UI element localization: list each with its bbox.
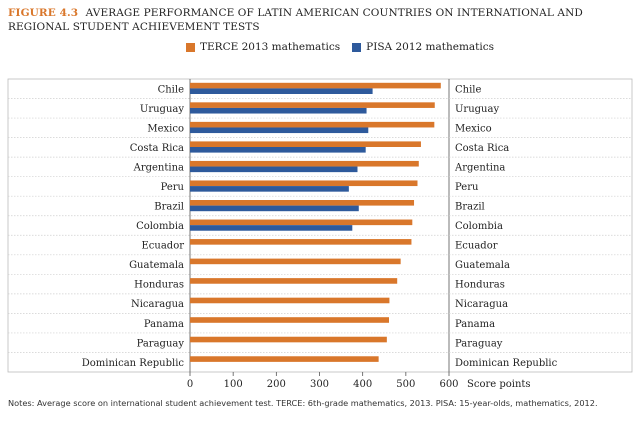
legend-label-pisa: PISA 2012 mathematics [366, 41, 495, 53]
category-label-left: Mexico [147, 123, 184, 134]
bar-terce-guatemala [190, 258, 401, 265]
bar-terce-mexico [190, 121, 435, 128]
bar-pisa-colombia [190, 225, 353, 231]
x-axis-label: Score points [467, 379, 531, 390]
bar-terce-chile [190, 82, 441, 89]
category-label-right: Colombia [455, 221, 503, 232]
category-label-left: Uruguay [140, 104, 184, 115]
bar-pisa-brazil [190, 205, 359, 212]
category-label-left: Paraguay [137, 338, 185, 349]
bar-terce-costa-rica [190, 141, 421, 147]
figure-title: AVERAGE PERFORMANCE OF LATIN AMERICAN CO… [8, 7, 583, 33]
category-label-right: Uruguay [455, 104, 499, 115]
bar-terce-panama [190, 317, 389, 323]
category-label-right: Guatemala [455, 260, 510, 271]
x-tick-label: 100 [224, 379, 243, 390]
category-label-left: Dominican Republic [82, 358, 185, 369]
bar-pisa-argentina [190, 166, 358, 173]
category-label-left: Ecuador [141, 241, 184, 252]
x-tick-label: 200 [267, 379, 286, 390]
x-tick-label: 400 [353, 379, 372, 390]
bar-pisa-chile [190, 88, 373, 94]
category-label-right: Honduras [455, 280, 505, 291]
category-label-left: Peru [161, 182, 185, 193]
category-label-right: Dominican Republic [455, 358, 558, 369]
bar-terce-honduras [190, 278, 398, 284]
bar-terce-nicaragua [190, 297, 390, 304]
category-label-right: Nicaragua [455, 299, 508, 310]
x-tick-label: 600 [439, 379, 458, 390]
bar-pisa-costa-rica [190, 147, 366, 153]
bar-terce-peru [190, 180, 418, 187]
category-label-right: Ecuador [455, 241, 498, 252]
category-label-left: Costa Rica [130, 143, 184, 154]
bar-terce-paraguay [190, 336, 387, 343]
category-label-left: Argentina [133, 163, 184, 174]
bar-terce-uruguay [190, 102, 435, 108]
plot-frame [7, 78, 633, 373]
category-label-right: Chile [455, 84, 481, 95]
category-label-right: Costa Rica [455, 143, 509, 154]
legend-label-terce: TERCE 2013 mathematics [200, 41, 341, 53]
x-tick-label: 300 [310, 379, 329, 390]
category-label-right: Argentina [454, 163, 505, 174]
legend-item-pisa: PISA 2012 mathematics [352, 41, 494, 53]
figure-title-block: FIGURE 4.3 AVERAGE PERFORMANCE OF LATIN … [8, 6, 628, 34]
category-label-left: Colombia [136, 221, 184, 232]
chart-legend: TERCE 2013 mathematics PISA 2012 mathema… [186, 41, 494, 53]
category-label-right: Panama [455, 319, 495, 330]
bar-terce-argentina [190, 160, 419, 167]
bar-terce-dominican-republic [190, 356, 379, 362]
x-tick-label: 500 [396, 379, 415, 390]
category-label-right: Brazil [455, 202, 485, 213]
category-label-right: Paraguay [455, 338, 503, 349]
bar-terce-ecuador [190, 239, 412, 245]
category-label-left: Brazil [154, 202, 184, 213]
bar-terce-colombia [190, 219, 413, 226]
category-label-right: Mexico [455, 123, 492, 134]
category-label-left: Chile [158, 84, 184, 95]
legend-swatch-terce [186, 42, 195, 52]
category-label-left: Guatemala [129, 260, 184, 271]
bar-pisa-mexico [190, 127, 369, 134]
x-tick-label: 0 [187, 379, 193, 390]
bar-pisa-uruguay [190, 107, 367, 114]
figure-label: FIGURE 4.3 [8, 7, 79, 19]
category-label-right: Peru [455, 182, 479, 193]
legend-item-terce: TERCE 2013 mathematics [186, 41, 340, 53]
figure-notes: Notes: Average score on international st… [8, 398, 598, 408]
legend-swatch-pisa [352, 42, 362, 52]
category-label-left: Panama [144, 319, 184, 330]
bar-terce-brazil [190, 200, 415, 206]
category-label-left: Nicaragua [131, 299, 184, 310]
category-label-left: Honduras [134, 280, 184, 291]
bar-pisa-peru [190, 186, 349, 192]
